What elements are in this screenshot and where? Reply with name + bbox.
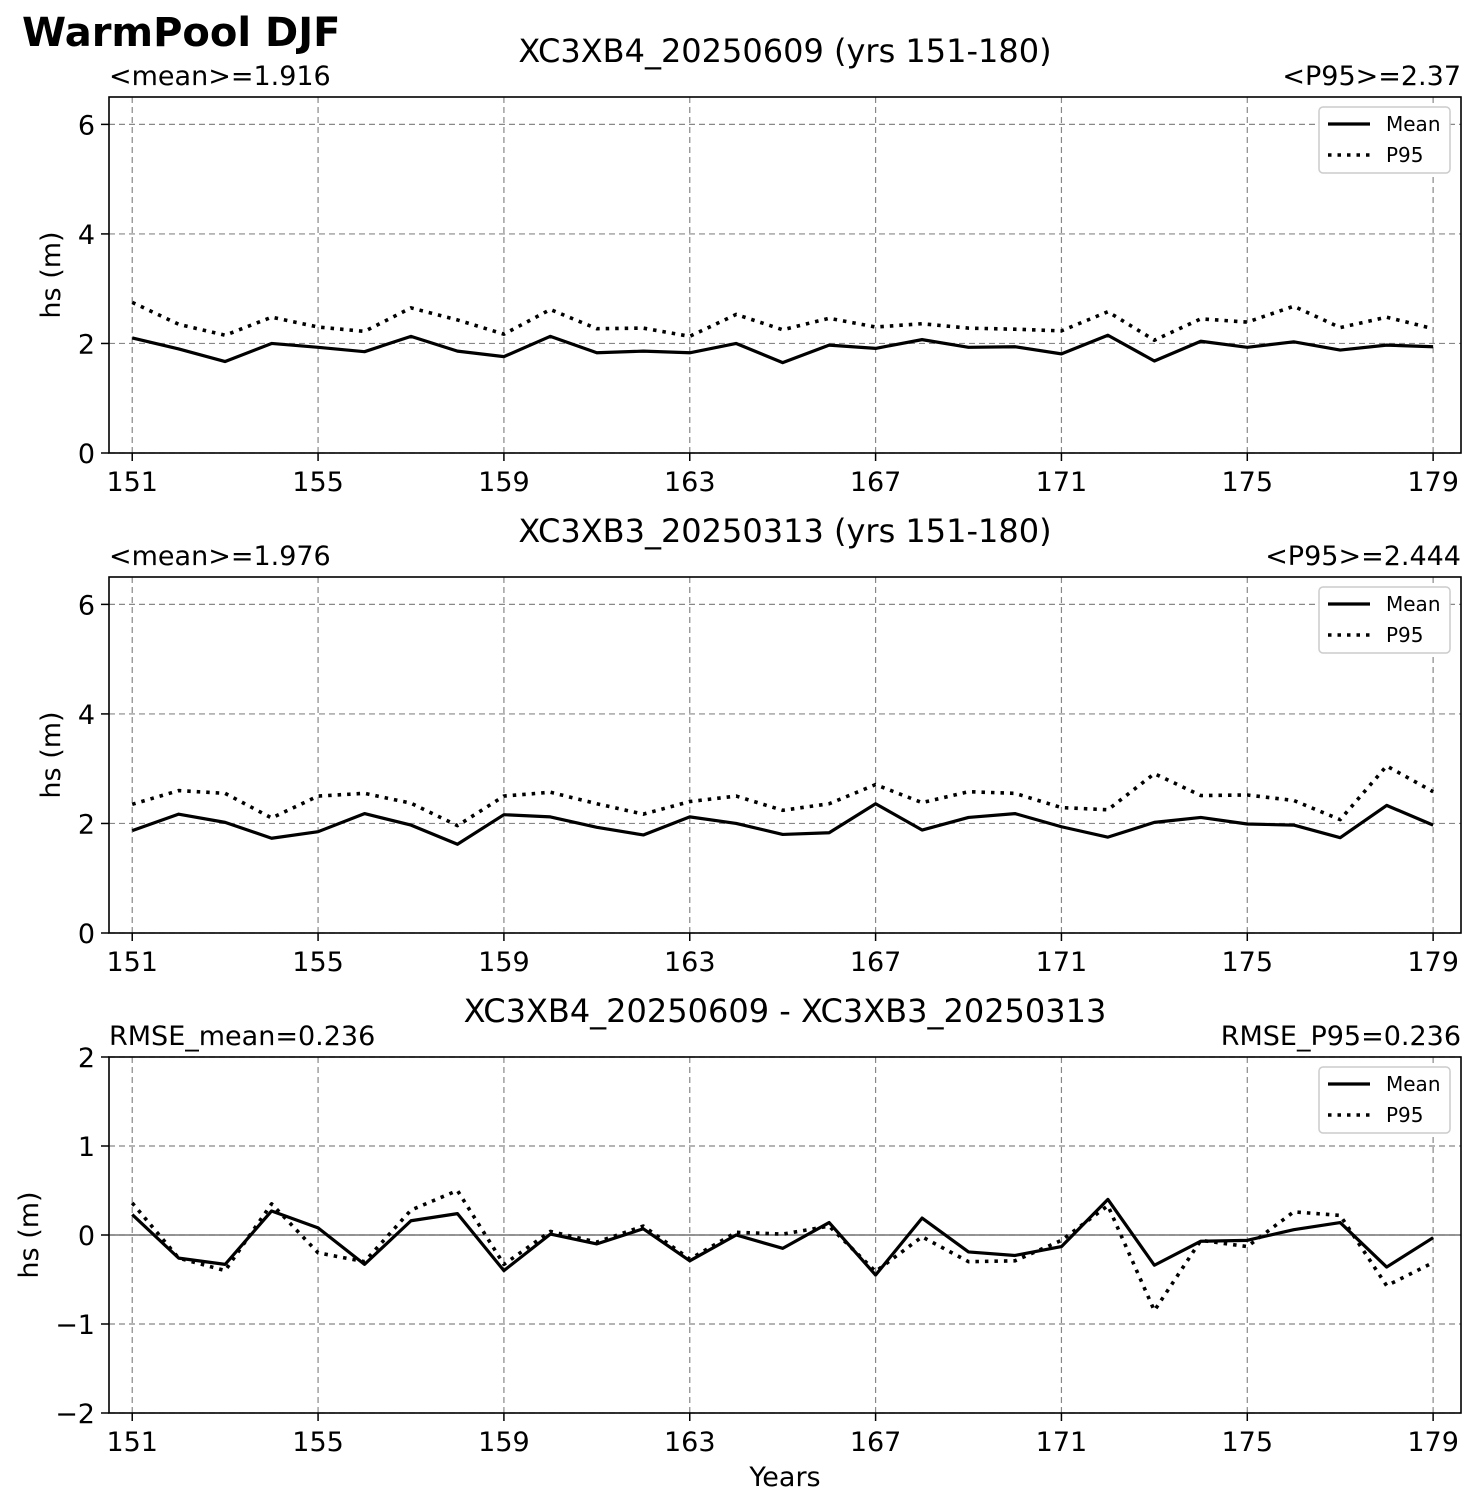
x-tick-label: 171 bbox=[1036, 467, 1088, 498]
x-tick-label: 163 bbox=[664, 1427, 716, 1458]
right-annotation: <P95>=2.444 bbox=[1265, 541, 1461, 572]
x-tick-label: 151 bbox=[106, 947, 158, 978]
y-tick-label: 2 bbox=[78, 329, 95, 360]
plot-frame bbox=[108, 576, 1462, 934]
y-tick-label: 2 bbox=[78, 1043, 95, 1074]
x-tick-label: 171 bbox=[1036, 1427, 1088, 1458]
x-tick-label: 179 bbox=[1407, 947, 1459, 978]
series-line-mean bbox=[131, 802, 1434, 846]
left-annotation: <mean>=1.916 bbox=[109, 61, 331, 92]
x-tick-label: 171 bbox=[1036, 947, 1088, 978]
left-annotation: RMSE_mean=0.236 bbox=[109, 1021, 375, 1052]
series-line-mean bbox=[131, 333, 1434, 365]
y-tick-label: 4 bbox=[78, 220, 95, 251]
y-tick-label: −1 bbox=[55, 1310, 95, 1341]
x-tick-label: 155 bbox=[292, 467, 344, 498]
right-annotation: <P95>=2.37 bbox=[1282, 61, 1461, 92]
legend-label-mean: Mean bbox=[1386, 112, 1441, 136]
x-tick-label: 155 bbox=[292, 947, 344, 978]
y-tick-label: 0 bbox=[78, 919, 95, 950]
x-tick-label: 179 bbox=[1407, 467, 1459, 498]
chart-title: XC3XB4_20250609 (yrs 151-180) bbox=[518, 32, 1051, 70]
legend: Mean P95 bbox=[1318, 106, 1451, 174]
y-tick-label: 6 bbox=[78, 110, 95, 141]
x-tick-label: 151 bbox=[106, 467, 158, 498]
x-tick-label: 159 bbox=[478, 467, 530, 498]
legend: Mean P95 bbox=[1318, 1066, 1451, 1134]
y-tick-label: −2 bbox=[55, 1399, 95, 1430]
legend-label-p95: P95 bbox=[1386, 143, 1424, 167]
x-tick-label: 163 bbox=[664, 467, 716, 498]
x-axis-label: Years bbox=[748, 1462, 820, 1493]
x-tick-label: 167 bbox=[850, 467, 902, 498]
y-axis-label: hs (m) bbox=[14, 1191, 45, 1278]
y-tick-label: 1 bbox=[78, 1132, 95, 1163]
chart-panel-1: 151 155 159 163 167 171 175 179 0 2 4 6 hs (m) XC3XB4… bbox=[36, 32, 1462, 498]
chart-title: XC3XB4_20250609 - XC3XB3_20250313 bbox=[464, 992, 1107, 1030]
y-tick-label: 0 bbox=[78, 439, 95, 470]
legend-label-p95: P95 bbox=[1386, 1103, 1424, 1127]
legend-label-mean: Mean bbox=[1386, 592, 1441, 616]
x-tick-label: 151 bbox=[106, 1427, 158, 1458]
x-tick-label: 179 bbox=[1407, 1427, 1459, 1458]
legend: Mean P95 bbox=[1318, 586, 1451, 654]
y-tick-label: 2 bbox=[78, 809, 95, 840]
y-tick-label: 4 bbox=[78, 700, 95, 731]
x-tick-label: 167 bbox=[850, 947, 902, 978]
plot-frame bbox=[108, 96, 1462, 454]
x-tick-label: 167 bbox=[850, 1427, 902, 1458]
y-axis-label: hs (m) bbox=[36, 231, 67, 318]
chart-panel-3: 151 155 159 163 167 171 175 179 −2 −1 0 1 2 hs (m) Yea… bbox=[14, 992, 1462, 1493]
x-tick-label: 155 bbox=[292, 1427, 344, 1458]
y-axis-label: hs (m) bbox=[36, 711, 67, 798]
x-tick-label: 163 bbox=[664, 947, 716, 978]
left-annotation: <mean>=1.976 bbox=[109, 541, 331, 572]
x-tick-label: 159 bbox=[478, 947, 530, 978]
series-line-mean bbox=[131, 1197, 1434, 1277]
series-line-p95 bbox=[130, 1188, 1434, 1313]
figure-title: WarmPool DJF bbox=[22, 10, 340, 56]
y-tick-label: 0 bbox=[78, 1221, 95, 1252]
x-tick-label: 175 bbox=[1222, 1427, 1274, 1458]
series-line-p95 bbox=[131, 300, 1434, 342]
x-tick-label: 159 bbox=[478, 1427, 530, 1458]
chart-panel-2: 151 155 159 163 167 171 175 179 0 2 4 6 hs (m) XC3XB3… bbox=[36, 512, 1462, 978]
right-annotation: RMSE_P95=0.236 bbox=[1221, 1021, 1461, 1052]
legend-label-p95: P95 bbox=[1386, 623, 1424, 647]
y-tick-label: 6 bbox=[78, 590, 95, 621]
legend-label-mean: Mean bbox=[1386, 1072, 1441, 1096]
series-line-p95 bbox=[131, 764, 1434, 828]
x-tick-label: 175 bbox=[1222, 947, 1274, 978]
x-tick-label: 175 bbox=[1222, 467, 1274, 498]
chart-title: XC3XB3_20250313 (yrs 151-180) bbox=[518, 512, 1051, 550]
